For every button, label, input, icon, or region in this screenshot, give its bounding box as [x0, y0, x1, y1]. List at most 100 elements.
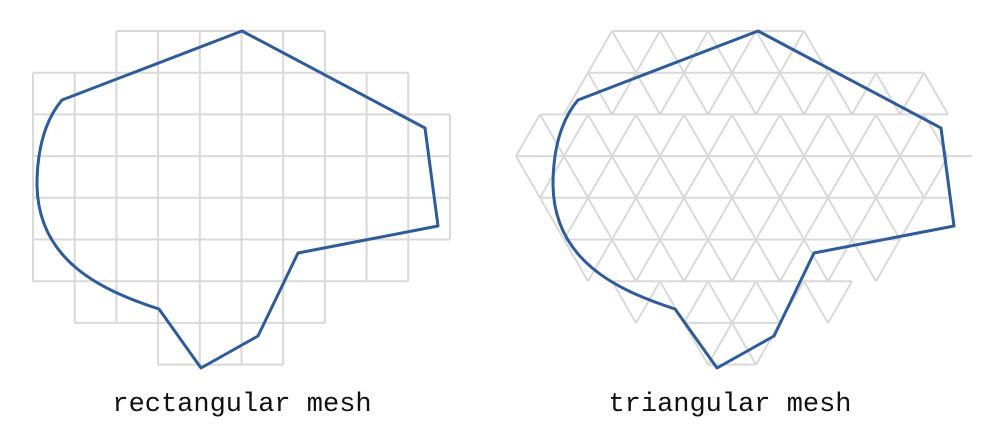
grid-line	[755, 72, 781, 115]
grid-line	[779, 155, 805, 199]
grid-line	[851, 113, 877, 157]
grid-line	[611, 280, 637, 324]
grid-line	[707, 322, 733, 366]
grid-line	[731, 30, 757, 74]
grid-line	[875, 72, 901, 115]
rectangular-mesh-grid	[32, 30, 451, 366]
grid-line	[779, 72, 805, 115]
grid-line	[827, 113, 853, 157]
grid-line	[755, 197, 781, 240]
grid-line	[515, 155, 541, 199]
grid-line	[635, 239, 661, 282]
grid-line	[779, 197, 805, 240]
grid-line	[803, 280, 829, 324]
grid-line	[923, 72, 949, 115]
grid-line	[659, 113, 685, 157]
grid-line	[611, 239, 637, 282]
grid-line	[587, 197, 613, 240]
grid-line	[851, 197, 877, 240]
grid-line	[611, 113, 637, 157]
grid-line	[683, 322, 709, 366]
grid-line	[827, 72, 853, 115]
grid-line	[827, 280, 853, 324]
grid-line	[899, 113, 925, 157]
grid-line	[563, 113, 589, 157]
grid-line	[635, 197, 661, 240]
grid-line	[803, 72, 829, 115]
grid-line	[659, 155, 685, 199]
grid-line	[707, 113, 733, 157]
grid-line	[755, 113, 781, 157]
grid-line	[683, 197, 709, 240]
grid-line	[731, 113, 757, 157]
grid-line	[659, 197, 685, 240]
grid-line	[899, 155, 925, 199]
grid-line	[731, 155, 757, 199]
grid-line	[707, 30, 733, 74]
grid-line	[803, 113, 829, 157]
grid-line	[755, 280, 781, 324]
grid-line	[611, 30, 637, 74]
grid-line	[731, 72, 757, 115]
grid-line	[779, 30, 805, 74]
grid-line	[611, 155, 637, 199]
grid-line	[563, 155, 589, 199]
grid-line	[635, 280, 661, 324]
grid-line	[803, 155, 829, 199]
grid-line	[563, 72, 589, 115]
grid-line	[659, 30, 685, 74]
grid-line	[635, 72, 661, 115]
grid-line	[707, 197, 733, 240]
grid-line	[779, 113, 805, 157]
grid-line	[683, 113, 709, 157]
grid-line	[707, 280, 733, 324]
grid-line	[779, 239, 805, 282]
grid-line	[635, 155, 661, 199]
grid-line	[827, 197, 853, 240]
grid-line	[563, 197, 589, 240]
grid-line	[755, 30, 781, 74]
grid-line	[683, 280, 709, 324]
grid-line	[611, 197, 637, 240]
grid-line	[707, 239, 733, 282]
grid-line	[515, 113, 541, 157]
grid-line	[587, 113, 613, 157]
grid-line	[635, 30, 661, 74]
grid-line	[563, 239, 589, 282]
grid-line	[827, 155, 853, 199]
grid-line	[875, 113, 901, 157]
grid-line	[923, 155, 949, 199]
grid-line	[803, 239, 829, 282]
grid-line	[875, 239, 901, 282]
grid-line	[683, 155, 709, 199]
grid-line	[539, 197, 565, 240]
grid-line	[803, 197, 829, 240]
grid-line	[659, 239, 685, 282]
rectangular-mesh-boundary	[35, 29, 440, 370]
grid-line	[851, 239, 877, 282]
grid-line	[683, 239, 709, 282]
grid-line	[899, 197, 925, 240]
grid-line	[875, 155, 901, 199]
grid-line	[587, 72, 613, 115]
grid-line	[875, 197, 901, 240]
grid-line	[635, 113, 661, 157]
grid-line	[683, 30, 709, 74]
grid-line	[755, 239, 781, 282]
grid-line	[707, 72, 733, 115]
rectangular-mesh-caption: rectangular mesh	[112, 390, 372, 420]
grid-line	[587, 30, 613, 74]
grid-line	[851, 155, 877, 199]
grid-line	[587, 239, 613, 282]
grid-line	[731, 239, 757, 282]
grid-line	[683, 72, 709, 115]
triangular-mesh-caption: triangular mesh	[608, 390, 852, 420]
grid-line	[755, 155, 781, 199]
triangular-mesh-grid	[515, 30, 972, 366]
grid-line	[851, 72, 877, 115]
grid-line	[587, 155, 613, 199]
grid-line	[539, 113, 565, 157]
grid-line	[707, 155, 733, 199]
grid-line	[731, 197, 757, 240]
